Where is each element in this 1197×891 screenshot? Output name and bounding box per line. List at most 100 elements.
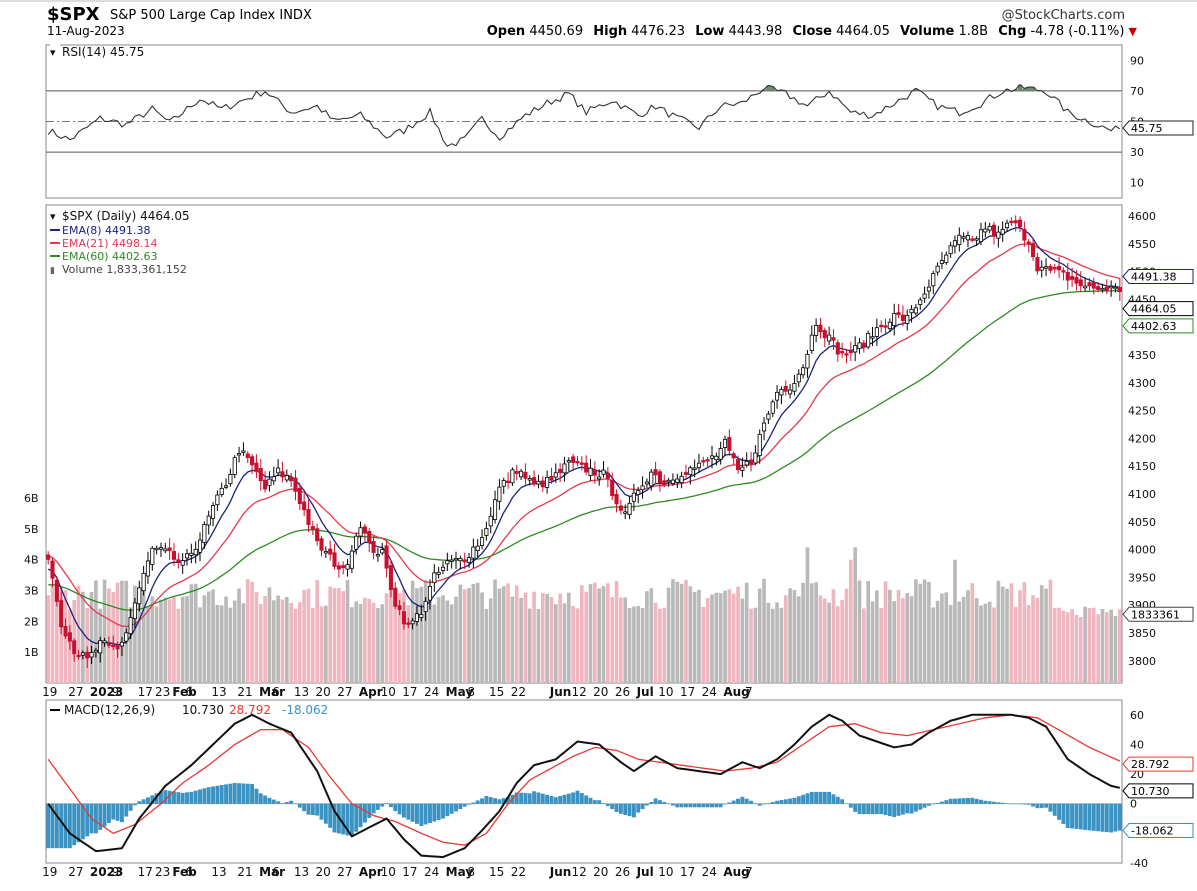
volume-bar (306, 588, 311, 683)
volume-bar (202, 595, 207, 683)
candle-body (540, 480, 545, 488)
macd-hist-bar (1057, 803, 1062, 820)
rsi-overbought-fill (1013, 89, 1018, 91)
macd-hist-bar (610, 803, 615, 810)
candle-body (649, 471, 654, 487)
candle-body (623, 511, 628, 514)
macd-hist-bar (992, 801, 996, 804)
macd-hist-bar (72, 803, 77, 846)
x-tick-label-price: 17 (138, 685, 153, 699)
volume-bar (935, 600, 940, 683)
x-tick-label-macd: 27 (68, 865, 83, 879)
volume-bar (328, 586, 333, 683)
rsi-overbought-fill (1030, 86, 1036, 91)
macd-hist-bar (428, 803, 432, 823)
candle-body (1017, 219, 1023, 228)
candle-body (197, 539, 203, 553)
candle-body (1074, 277, 1079, 284)
macd-hist-bar (657, 800, 662, 804)
macd-hist-bar (662, 801, 667, 804)
price-tick-label: 4250 (1128, 405, 1156, 418)
candle-body (996, 231, 1001, 239)
volume-bar (710, 594, 714, 683)
volume-bar (506, 583, 510, 683)
macd-hist-bar (475, 800, 480, 804)
rsi-overbought-fill (1022, 88, 1027, 91)
candle-body (575, 461, 580, 464)
rsi-overbought-fill (913, 88, 919, 91)
candle-body (926, 286, 931, 292)
volume-bar (796, 596, 801, 683)
volume-bar (198, 607, 202, 683)
candle-body (215, 494, 220, 506)
volume-bar (705, 597, 710, 683)
volume-bar (831, 589, 836, 683)
volume-tick-label: 6B (24, 492, 39, 505)
macd-hist-bar (488, 797, 493, 804)
candle-body (709, 455, 715, 459)
volume-bar (775, 602, 779, 683)
volume-bar (731, 593, 736, 683)
volume-bar (974, 598, 979, 683)
volume-bar (302, 589, 306, 683)
candle-body (870, 336, 875, 339)
candle-body (714, 455, 719, 461)
x-tick-label-price: 12 (571, 685, 586, 699)
candle-body (306, 509, 311, 525)
macd-hist-bar (315, 803, 320, 816)
candle-body (666, 479, 671, 483)
macd-hist-bar (926, 803, 931, 806)
macd-tick-label: 60 (1130, 709, 1144, 722)
volume-bar (580, 585, 584, 683)
macd-hist-bar (1022, 803, 1027, 805)
candle-body (176, 559, 181, 563)
candle-body (558, 468, 563, 473)
price-legend-icon: ▾ (50, 210, 56, 223)
low-label: Low (695, 24, 725, 39)
volume-bar (176, 608, 181, 683)
x-tick-label-macd: 23 (155, 865, 170, 879)
macd-hist-bar (484, 795, 489, 804)
macd-hist-bar (779, 800, 784, 804)
macd-hist-bar (141, 799, 146, 804)
candle-body (124, 632, 129, 642)
macd-hist-bar (297, 803, 302, 808)
candle-body (328, 548, 333, 555)
candle-body (796, 373, 801, 383)
candle-body (1000, 228, 1005, 235)
candle-body (406, 622, 411, 625)
macd-hist-bar (289, 800, 294, 804)
macd-hist-bar (67, 803, 72, 849)
rsi-tick-label: 30 (1130, 146, 1144, 159)
candle-body (72, 640, 77, 655)
candle-body (618, 505, 623, 511)
candle-body (232, 457, 237, 475)
macd-hist-bar (996, 802, 1001, 804)
volume-bar (159, 599, 163, 683)
macd-hist-bar (219, 785, 224, 804)
candle-body (896, 312, 901, 315)
macd-hist-bar (614, 803, 619, 813)
macd-hist-bar (1026, 803, 1031, 805)
x-tick-label-macd: 13 (294, 865, 309, 879)
price-tick-label: 4200 (1128, 432, 1156, 445)
volume-bar (76, 585, 81, 683)
macd-hist-bar (627, 803, 632, 817)
volume-bar (154, 606, 159, 683)
ema60-last-value-tag (1122, 318, 1194, 334)
volume-bar (892, 601, 897, 683)
macd-hist-bar (762, 803, 767, 805)
macd-hist-bar (245, 783, 250, 804)
x-tick-label-macd: 19 (42, 865, 57, 879)
candle-body (475, 545, 480, 552)
candle-body (106, 643, 111, 646)
volume-bar (1070, 609, 1074, 683)
volume-bar (697, 589, 701, 683)
macd-hist-bar (753, 803, 758, 804)
ticker-symbol: $SPX (47, 4, 100, 25)
price-tick-label: 3800 (1128, 655, 1156, 668)
x-tick-label-macd: 20 (593, 865, 608, 879)
candle-body (89, 652, 94, 658)
macd-legend-name: MACD(12,26,9) (64, 703, 155, 717)
